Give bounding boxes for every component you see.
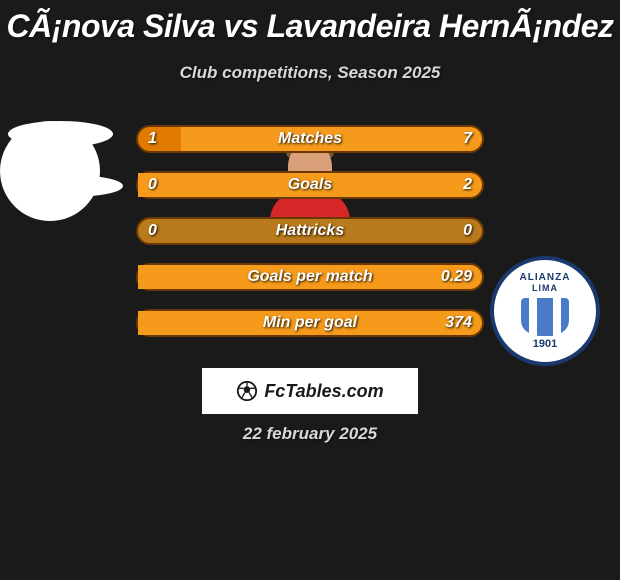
- stat-value-right: 0.29: [441, 268, 472, 286]
- page-subtitle: Club competitions, Season 2025: [0, 63, 620, 83]
- stat-bars-container: 1 Matches 7 0 Goals 2 0 Hattricks 0 Goals per mat…: [136, 125, 484, 355]
- page-title: CÃ¡nova Silva vs Lavandeira HernÃ¡ndez: [0, 0, 620, 45]
- stat-row: 0 Goals 2: [136, 171, 484, 199]
- club-badge: ALIANZA LIMA 1901: [490, 256, 600, 366]
- stat-row: Min per goal 374: [136, 309, 484, 337]
- stat-value-right: 2: [463, 176, 472, 194]
- stat-label: Goals: [288, 176, 332, 194]
- football-icon: [236, 380, 258, 402]
- club-shield-icon: [521, 298, 569, 336]
- stat-label: Hattricks: [276, 222, 344, 240]
- stat-row: Goals per match 0.29: [136, 263, 484, 291]
- footer-date: 22 february 2025: [0, 424, 620, 444]
- stat-fill-left: [138, 127, 181, 151]
- comparison-content: ALIANZA LIMA 1901 1Matches70Goals20Hattr…: [0, 121, 620, 221]
- club-name-top: ALIANZA: [520, 272, 571, 283]
- player-left-avatar-placeholder-2: [18, 175, 123, 197]
- stat-value-left: 1: [148, 130, 157, 148]
- player-left-avatar-placeholder-1: [8, 121, 113, 147]
- stat-value-right: 374: [445, 314, 472, 332]
- stat-label: Min per goal: [263, 314, 357, 332]
- club-name-mid: LIMA: [520, 284, 571, 294]
- stat-label: Goals per match: [247, 268, 372, 286]
- club-badge-inner: ALIANZA LIMA 1901: [520, 272, 571, 350]
- stat-row: 1 Matches 7: [136, 125, 484, 153]
- stat-value-left: 0: [148, 222, 157, 240]
- stat-value-left: 0: [148, 176, 157, 194]
- stat-row: 0 Hattricks 0: [136, 217, 484, 245]
- footer-brand-box: FcTables.com: [202, 368, 418, 414]
- stat-label: Matches: [278, 130, 342, 148]
- club-year: 1901: [520, 338, 571, 350]
- footer-brand-text: FcTables.com: [264, 381, 383, 402]
- stat-value-right: 0: [463, 222, 472, 240]
- stat-value-right: 7: [463, 130, 472, 148]
